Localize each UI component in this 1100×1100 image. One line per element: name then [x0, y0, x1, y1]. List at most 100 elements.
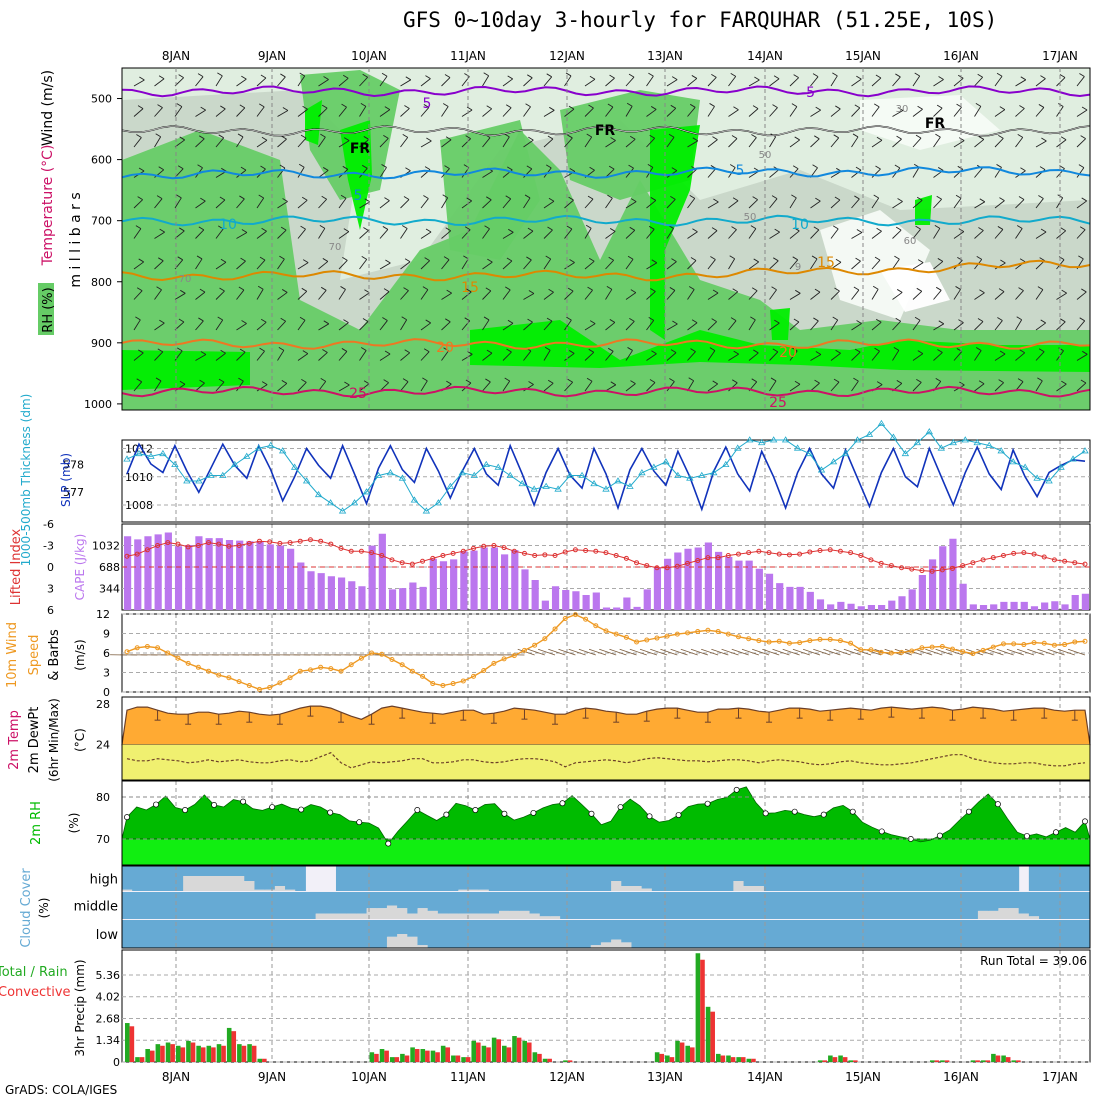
wind-speed-point — [562, 616, 568, 622]
precip-total-bar — [440, 1045, 446, 1062]
wind-barb-flag — [442, 194, 448, 199]
wind-barb-flag — [278, 346, 285, 351]
wind-barb-flag — [217, 316, 223, 321]
wind-barb — [400, 137, 409, 148]
cloud-cover-cell — [499, 920, 510, 948]
wind-barb-flag — [589, 75, 596, 80]
wind-barb — [154, 78, 165, 87]
wind-barb — [728, 109, 739, 117]
wind-barb-flag — [672, 320, 678, 325]
cloud-cover-cell — [998, 920, 1009, 948]
cloud-cover-cell — [346, 866, 357, 891]
day-label-bottom: 9JAN — [258, 1070, 286, 1084]
wind-barb — [789, 383, 801, 392]
thickness-point — [314, 490, 323, 498]
wind-barb-flag — [217, 225, 224, 230]
li-point — [695, 558, 701, 564]
wind-barb-flag — [138, 349, 144, 354]
wind-barb-flag — [753, 349, 759, 354]
wind-speed-point — [735, 634, 741, 640]
wind-barb — [502, 107, 512, 117]
cloud-gap-cell — [356, 913, 368, 919]
cape-bar — [623, 597, 631, 610]
wind-barb — [933, 79, 944, 87]
thickness-point — [290, 463, 299, 470]
wind-barb — [338, 260, 348, 270]
wind-speed-point — [899, 649, 905, 655]
wind-barb-flag — [280, 317, 286, 322]
wind-barb-flag — [711, 227, 718, 232]
wind-barb — [769, 351, 779, 361]
wind-barb — [318, 170, 329, 178]
cloud-cover-cell — [876, 920, 887, 948]
wind-barb-flag — [795, 289, 801, 294]
wind-barb — [912, 262, 924, 270]
surface-wind-barb — [752, 648, 770, 656]
run-total: Run Total = 39.06 — [980, 954, 1087, 968]
thickness-point — [1009, 458, 1017, 465]
cape-bar — [327, 576, 335, 610]
precip-label-total: Total / Rain — [0, 965, 68, 980]
wind-barb-flag — [1078, 164, 1085, 169]
wind-barb-flag — [446, 289, 452, 294]
cloud-cover-cell — [549, 892, 561, 917]
cloud-gap-cell — [274, 886, 286, 891]
cloud-cover-cell — [285, 920, 296, 948]
wind-barb — [953, 77, 964, 87]
precip-total-bar — [817, 1060, 823, 1062]
wind-barb-flag — [872, 285, 879, 290]
cloud-cover-cell — [957, 920, 969, 948]
precip-convective-bar — [200, 1047, 206, 1062]
wind-barb-flag — [423, 104, 430, 108]
thickness-tick-label: 577 — [63, 486, 84, 499]
li-point — [471, 545, 477, 551]
wind-barb — [543, 76, 553, 87]
precip-convective-bar — [690, 1047, 695, 1062]
precip-convective-bar — [231, 1031, 237, 1062]
precip-total-bar — [828, 1055, 833, 1062]
wind-barb-flag — [136, 134, 142, 138]
wind-barb — [687, 169, 697, 178]
wind-barb — [523, 230, 534, 239]
wind-barb-flag — [587, 286, 593, 291]
precip-convective-bar — [995, 1055, 1001, 1062]
cloud-cover-cell — [539, 866, 551, 891]
cape-bar — [388, 589, 397, 610]
wind-speed-point — [1031, 640, 1037, 646]
precip-convective-bar — [241, 1045, 247, 1062]
wind-barb — [420, 78, 431, 87]
wind-barb — [420, 107, 430, 117]
cloud-cover-cell — [967, 892, 979, 919]
thickness-point — [458, 469, 467, 476]
thickness-point — [1045, 477, 1053, 484]
wind-barb-flag — [1038, 195, 1044, 199]
wind-barb-flag — [484, 225, 490, 230]
wind-barb — [687, 198, 696, 209]
wind-barb — [359, 106, 367, 117]
cloud-cover-cell — [376, 892, 388, 909]
cloud-gap-cell — [458, 913, 469, 919]
precip-total-bar — [970, 1060, 976, 1062]
surface-wind-barb — [1016, 648, 1035, 656]
wind-barb — [851, 169, 862, 178]
wind-barb — [133, 319, 141, 331]
cloud-cover-cell — [335, 866, 347, 891]
isotherm-15 — [121, 259, 1091, 282]
cape-bar — [470, 550, 478, 610]
wind-barb-flag — [876, 227, 882, 232]
wind-speed-point — [165, 650, 171, 656]
wind-barb-flag — [630, 198, 637, 203]
cape-bar — [949, 538, 957, 610]
cloud-cover-cell — [172, 920, 184, 948]
wind-barb — [769, 78, 780, 87]
cape-bar — [990, 604, 998, 610]
wind-barb-flag — [1037, 286, 1044, 291]
cape-bar — [1030, 606, 1039, 610]
cape-bar — [531, 580, 539, 610]
wind-barb — [338, 384, 350, 392]
precip-convective-bar — [679, 1042, 685, 1062]
cloud-cover-cell — [672, 892, 683, 919]
wind-barb — [502, 380, 511, 392]
cape-bar — [358, 586, 366, 610]
thickness-point — [853, 436, 862, 443]
